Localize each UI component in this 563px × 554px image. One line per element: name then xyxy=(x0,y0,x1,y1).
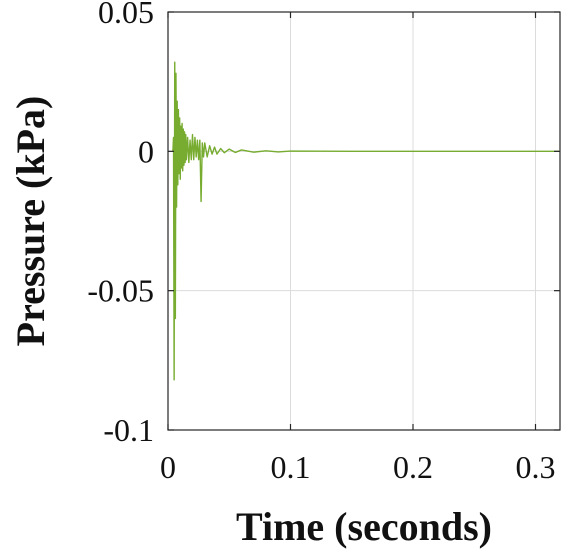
tick-labels: 0 0.1 0.2 0.3 0.05 0 -0.05 -0.1 xyxy=(87,0,555,485)
y-tick-label: -0.05 xyxy=(87,273,154,309)
plot-area xyxy=(167,11,561,431)
pressure-series-line xyxy=(172,61,560,381)
y-tick-label: 0 xyxy=(138,133,154,169)
y-tick-label: -0.1 xyxy=(103,412,154,448)
grid xyxy=(168,12,560,430)
y-axis-label: Pressure (kPa) xyxy=(8,96,53,347)
x-axis-label: Time (seconds) xyxy=(236,504,492,549)
x-tick-label: 0.1 xyxy=(271,449,311,485)
x-tick-label: 0.2 xyxy=(393,449,433,485)
ticks xyxy=(167,11,560,431)
series-layer xyxy=(172,61,560,381)
x-tick-label: 0 xyxy=(160,449,176,485)
y-tick-label: 0.05 xyxy=(98,0,154,30)
x-tick-label: 0.3 xyxy=(516,449,556,485)
